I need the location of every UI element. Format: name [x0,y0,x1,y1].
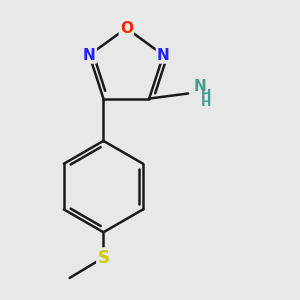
Text: O: O [120,21,133,36]
Text: N: N [83,48,96,63]
Text: H: H [201,88,211,101]
Text: S: S [98,249,110,267]
Text: N: N [193,79,206,94]
Text: H: H [201,96,211,109]
Text: N: N [157,48,170,63]
